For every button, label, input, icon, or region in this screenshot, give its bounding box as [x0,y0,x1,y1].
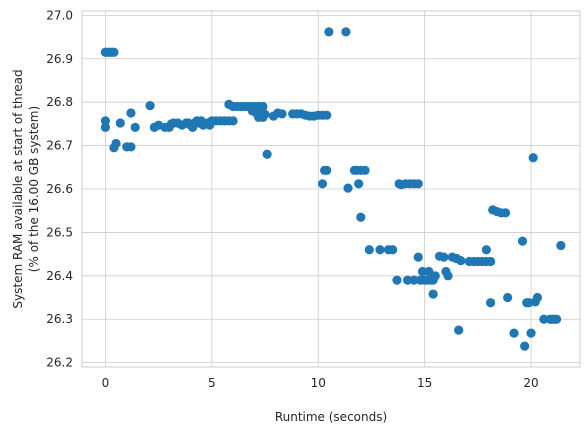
data-point [526,328,536,338]
data-point [439,252,449,262]
data-point [375,245,385,255]
data-point [503,292,513,303]
x-tick-label: 15 [417,376,432,390]
data-point [258,112,268,122]
y-axis-label-line-1: System RAM available at start of thread [11,69,25,308]
x-tick-label: 10 [311,376,326,390]
y-tick-label: 26.3 [46,312,73,326]
data-point [356,212,366,222]
y-tick-label: 27.0 [46,8,73,22]
data-point [517,236,528,246]
x-axis-label: Runtime (seconds) [275,410,387,424]
data-point [115,118,125,128]
data-point [430,271,440,281]
data-point [428,289,438,299]
data-point [322,110,332,120]
x-tick-labels: 0 5 10 15 20 [102,376,539,390]
data-point [454,325,464,335]
x-tick-label: 20 [523,376,538,390]
data-point [481,245,491,255]
y-tick-label: 26.4 [46,269,73,283]
y-tick-label: 26.5 [46,225,73,239]
data-point [126,142,136,152]
data-point [520,341,530,351]
data-point [126,108,136,118]
data-point [360,165,370,175]
data-point [111,138,121,149]
data-point [277,109,287,119]
y-tick-label: 26.8 [46,95,73,109]
data-point [100,122,111,132]
data-point [130,122,140,132]
data-point [413,252,423,262]
data-point [343,183,353,193]
data-point [456,256,466,266]
data-point [509,328,519,338]
data-point [403,275,413,285]
y-tick-labels: 26.2 26.3 26.4 26.5 26.6 26.7 26.8 26.9 27.0 [46,8,73,369]
y-tick-label: 26.2 [46,356,73,370]
data-point [551,314,562,324]
data-points [100,27,566,351]
data-point [109,47,119,57]
data-point [258,101,268,112]
plot-frame [81,10,581,368]
data-point [364,245,374,255]
data-point [262,149,272,159]
data-point [528,153,538,163]
data-point [556,240,566,251]
data-point [486,298,496,308]
data-point [443,271,453,281]
data-point [486,256,496,267]
data-point [409,275,419,285]
data-point [145,101,155,111]
data-point [317,179,328,189]
data-point [500,208,511,218]
grid [82,11,580,367]
y-axis-label-line-2: (% of the 16.00 GB system) [27,106,41,272]
data-point [324,27,334,37]
data-point [354,179,364,189]
data-point [341,27,351,37]
data-point [388,245,398,255]
data-point [417,266,428,277]
data-point [392,275,402,285]
y-tick-label: 26.6 [46,182,73,196]
y-tick-label: 26.7 [46,139,73,153]
data-point [413,179,423,189]
data-point [532,292,543,303]
y-tick-label: 26.9 [46,52,73,66]
data-point [228,116,238,126]
data-point [100,116,111,126]
x-tick-label: 5 [208,376,216,390]
data-point [322,165,332,175]
x-tick-label: 0 [102,376,110,390]
data-point [539,314,549,324]
